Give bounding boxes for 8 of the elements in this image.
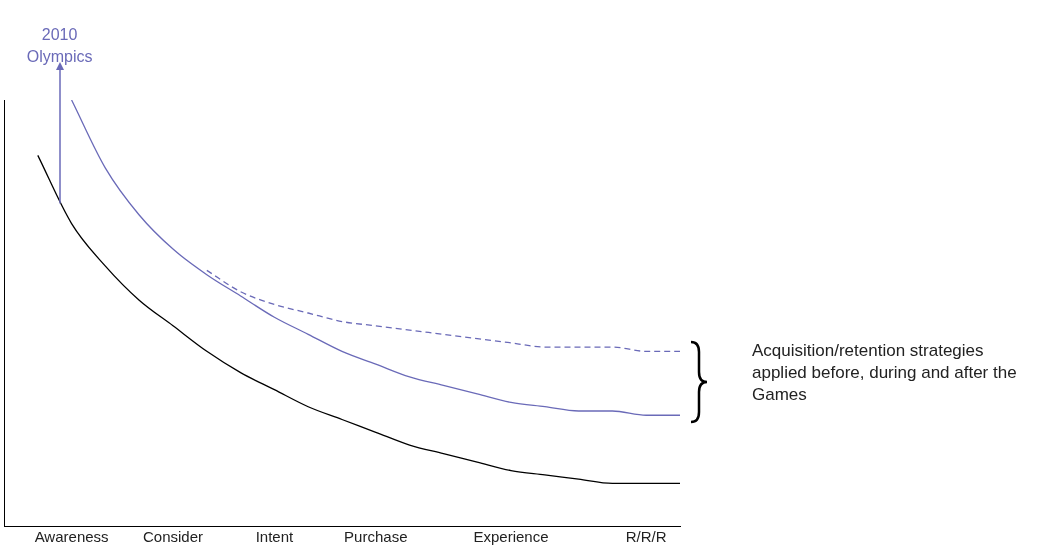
x-tick-label: Experience [473,528,549,546]
x-tick-label: Consider [142,528,204,546]
x-tick-label: Intent [255,528,294,546]
x-tick-label: Purchase [344,528,408,546]
x-tick-label: R/R/R [625,528,667,546]
text: Acquisition/retention strategies applied before, during and after the Games [752,340,1018,406]
text: 2010 Olympics [26,26,93,65]
x-tick-label: Awareness [34,528,109,546]
